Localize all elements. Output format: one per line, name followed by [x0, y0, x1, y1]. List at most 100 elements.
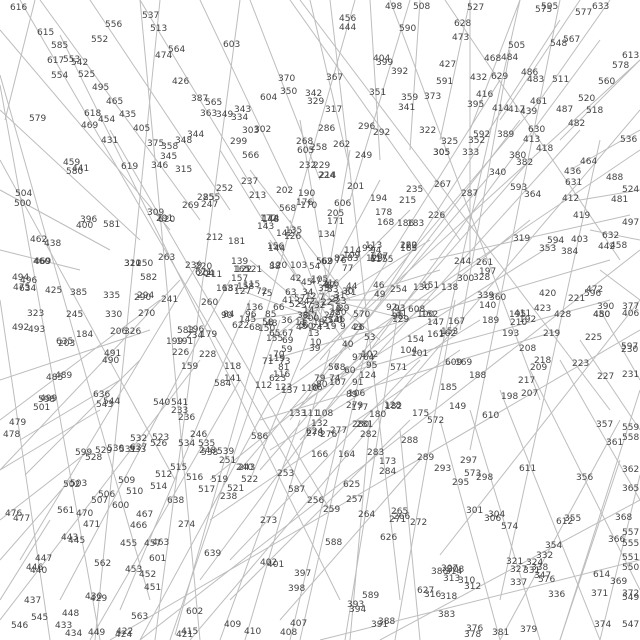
node-label: 49: [374, 290, 386, 300]
node-label: 511: [552, 75, 569, 85]
node-label: 204: [197, 269, 214, 279]
node-label: 550: [622, 563, 639, 573]
node-label: 412: [562, 194, 579, 204]
node-label: 188: [469, 371, 486, 381]
node-label: 21: [333, 315, 344, 325]
node-label: 548: [550, 39, 567, 49]
node-label: 146: [328, 315, 345, 325]
node-label: 571: [390, 363, 407, 373]
node-label: 213: [249, 191, 266, 201]
node-label: 323: [27, 309, 44, 319]
node-label: 165: [233, 265, 250, 275]
graph-edge: [0, 74, 151, 601]
node-label: 636: [93, 390, 110, 400]
node-label: 45: [301, 278, 312, 288]
node-label: 15: [317, 320, 328, 330]
node-label: 72: [256, 287, 267, 297]
node-label: 499: [40, 394, 57, 404]
node-label: 95: [366, 361, 377, 371]
node-label: 60: [344, 366, 356, 376]
node-label: 47: [310, 277, 321, 287]
node-label: 122: [235, 265, 252, 275]
node-label: 55: [382, 255, 393, 265]
node-label: 129: [392, 315, 409, 325]
node-label: 579: [29, 114, 46, 124]
node-label: 283: [367, 448, 384, 458]
node-label: 528: [85, 453, 102, 463]
node-label: 40: [342, 340, 354, 350]
node-label: 448: [62, 609, 79, 619]
node-label: 14: [303, 306, 315, 316]
node-label: 405: [133, 124, 150, 134]
node-label: 317: [325, 105, 342, 115]
node-label: 549: [622, 593, 639, 603]
node-label: 141: [224, 374, 241, 384]
node-label: 152: [421, 310, 438, 320]
node-label: 369: [610, 577, 627, 587]
node-label: 196: [187, 325, 204, 335]
node-label: 612: [556, 517, 573, 527]
node-label: 327: [510, 565, 527, 575]
node-label: 98: [392, 312, 404, 322]
node-label: 344: [187, 130, 204, 140]
node-label: 288: [401, 436, 418, 446]
graph-edge: [0, 279, 181, 471]
node-label: 75: [261, 289, 272, 299]
node-label: 569: [316, 257, 333, 267]
node-label: 319: [513, 234, 530, 244]
node-label: 114: [344, 246, 361, 256]
node-label: 595: [541, 2, 558, 12]
node-label: 9: [340, 322, 346, 332]
node-label: 192: [519, 315, 536, 325]
node-label: 254: [390, 285, 407, 295]
node-label: 65: [269, 329, 280, 339]
node-label: 12: [305, 292, 316, 302]
node-label: 6: [303, 321, 309, 331]
node-label: 116: [273, 370, 290, 380]
node-label: 268: [296, 137, 313, 147]
node-label: 239: [185, 261, 202, 271]
node-label: 381: [492, 628, 509, 638]
node-label: 566: [242, 151, 259, 161]
node-label: 555: [622, 539, 639, 549]
node-label: 468: [484, 54, 501, 64]
node-label: 325: [441, 137, 458, 147]
node-label: 304: [488, 510, 505, 520]
node-label: 365: [622, 484, 639, 494]
node-label: 618: [84, 109, 101, 119]
node-label: 222: [400, 241, 417, 251]
node-label: 533: [129, 445, 146, 455]
node-label: 173: [379, 457, 396, 467]
node-label: 498: [385, 2, 402, 12]
node-label: 147: [427, 318, 444, 328]
node-label: 170: [300, 201, 317, 211]
node-label: 316: [424, 590, 441, 600]
node-label: 415: [181, 627, 198, 637]
node-label: 142: [276, 229, 293, 239]
node-label: 260: [201, 298, 218, 308]
node-label: 521: [227, 484, 244, 494]
graph-edge: [59, 34, 341, 601]
node-label: 201: [347, 182, 364, 192]
node-label: 588: [325, 538, 342, 548]
node-label: 611: [519, 464, 536, 474]
node-label: 123: [275, 383, 292, 393]
graph-edge: [459, 49, 511, 331]
node-label: 428: [554, 310, 571, 320]
node-label: 417: [508, 105, 525, 115]
node-label: 218: [534, 356, 551, 366]
node-label: 574: [501, 522, 518, 532]
graph-edge: [169, 319, 281, 640]
node-label: 174: [262, 214, 279, 224]
node-label: 295: [452, 478, 469, 488]
node-label: 250: [136, 259, 153, 269]
node-label: 175: [412, 409, 429, 419]
node-label: 355: [564, 514, 581, 524]
node-label: 593: [510, 183, 527, 193]
node-label: 386: [431, 567, 448, 577]
node-label: 529: [95, 446, 112, 456]
node-label: 160: [400, 241, 417, 251]
node-label: 337: [510, 578, 527, 588]
node-label: 624: [306, 427, 323, 437]
node-label: 161: [427, 330, 444, 340]
